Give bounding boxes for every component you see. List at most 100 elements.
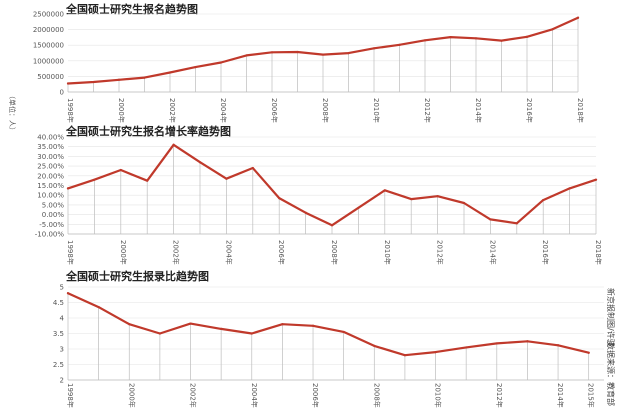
- series-line: [66, 292, 590, 357]
- y-tick-label: 500000: [37, 73, 64, 81]
- data-point: [403, 354, 407, 357]
- credit-designer: 新京报制图/许骁: [606, 288, 616, 347]
- data-point: [225, 177, 228, 180]
- data-point: [97, 306, 100, 309]
- data-point: [146, 179, 149, 182]
- data-point: [219, 61, 223, 64]
- admission-ratio-chart: 全国硕士研究生报录比趋势图 2 2.5 3 3.5 4 4.5 5 1998年 2000年 2002…: [53, 269, 604, 408]
- data-point: [515, 222, 518, 225]
- x-tick-label: 1998年: [66, 383, 75, 408]
- data-point: [250, 332, 253, 335]
- data-point: [551, 28, 554, 31]
- data-point: [158, 332, 161, 335]
- registration-chart: 全国硕士研究生报名趋势图 0 500000 1000000 1500000 2000000…: [8, 2, 585, 134]
- y-tick-label: 3.5: [53, 330, 64, 338]
- data-point: [143, 76, 146, 79]
- data-point: [410, 197, 413, 201]
- data-point: [434, 351, 437, 354]
- data-point: [398, 43, 401, 46]
- data-point: [500, 39, 503, 42]
- x-tick-label: 2002年: [189, 383, 198, 408]
- x-tick-label: 2006年: [311, 383, 320, 408]
- y-tick-label: 2000000: [33, 26, 64, 34]
- data-point: [462, 201, 466, 205]
- data-point: [311, 324, 315, 327]
- data-point: [373, 344, 376, 347]
- y-tick-label: 1000000: [33, 57, 64, 65]
- data-point: [189, 322, 192, 325]
- y-tick-label: 35.00%: [37, 143, 64, 151]
- data-point: [92, 80, 95, 84]
- x-tick-label: 2006年: [277, 240, 286, 265]
- y-tick-label: 30.00%: [37, 153, 64, 161]
- x-tick-label: 2018年: [594, 240, 603, 265]
- y-tick-label: 0.00%: [42, 211, 65, 219]
- y-tick-label: 10.00%: [37, 192, 64, 200]
- data-point: [495, 342, 498, 345]
- data-point: [383, 189, 386, 192]
- y-tick-label: 5: [60, 284, 64, 292]
- data-point: [449, 35, 452, 39]
- x-tick-label: 2004年: [250, 383, 259, 408]
- x-tick-label: 2015年: [587, 383, 596, 408]
- y-tick-label: 5.00%: [42, 201, 65, 209]
- data-point: [296, 50, 299, 54]
- data-point: [66, 82, 70, 85]
- x-tick-label: 1998年: [66, 98, 75, 123]
- data-point: [465, 346, 468, 349]
- x-tick-label: 2014年: [556, 383, 565, 408]
- y-tick-label: -10.00%: [35, 231, 65, 239]
- data-point: [556, 344, 560, 347]
- data-point: [270, 51, 274, 54]
- y-tick-label: 20.00%: [37, 172, 64, 180]
- y-tick-label: 15.00%: [37, 182, 64, 190]
- x-tick-label: 2006年: [270, 98, 279, 123]
- data-point: [576, 16, 580, 19]
- x-tick-label: 2014年: [488, 240, 497, 265]
- data-point: [489, 218, 492, 221]
- x-tick-label: 2010年: [383, 240, 392, 265]
- data-point: [587, 351, 590, 354]
- x-tick-label: 2002年: [168, 98, 177, 123]
- x-tick-label: 2000年: [119, 240, 128, 265]
- data-point: [423, 39, 427, 42]
- data-point: [194, 66, 197, 69]
- data-point: [198, 161, 202, 164]
- x-tick-label: 2008年: [321, 98, 330, 123]
- y-tick-label: 4: [60, 315, 65, 323]
- data-point: [542, 198, 545, 202]
- x-tick-label: 2016年: [525, 98, 534, 123]
- chart-title: 全国硕士研究生报录比趋势图: [65, 269, 209, 283]
- y-tick-label: 25.00%: [37, 163, 64, 171]
- data-point: [117, 78, 121, 81]
- data-point: [278, 197, 281, 200]
- chart-title: 全国硕士研究生报名趋势图: [65, 2, 198, 16]
- x-tick-label: 2000年: [117, 98, 126, 123]
- data-point: [93, 178, 96, 181]
- data-point: [372, 47, 376, 50]
- y-tick-label: 40.00%: [37, 134, 64, 142]
- data-point: [525, 35, 529, 38]
- data-point: [436, 195, 439, 198]
- data-point: [172, 143, 175, 146]
- data-point: [245, 54, 248, 57]
- x-tick-label: 2008年: [330, 240, 339, 265]
- growth-rate-chart: 全国硕士研究生报名增长率趋势图 -10.00% -5.00% 0.00% 5.00%10…: [35, 124, 603, 265]
- data-point: [342, 330, 345, 334]
- data-point: [526, 340, 529, 343]
- data-point: [347, 52, 350, 55]
- y-tick-label: -5.00%: [39, 221, 64, 229]
- data-point: [66, 187, 70, 190]
- x-tick-label: 2004年: [219, 98, 228, 123]
- y-tick-label: 2: [60, 377, 64, 385]
- x-tick-label: 2016年: [541, 240, 550, 265]
- x-tick-label: 2018年: [576, 98, 585, 123]
- y-tick-label: 3: [60, 346, 64, 354]
- x-tick-label: 2012年: [423, 98, 432, 123]
- data-point: [128, 323, 131, 326]
- data-point: [304, 211, 307, 214]
- data-point: [321, 53, 325, 56]
- x-tick-label: 2012年: [436, 240, 445, 265]
- data-point: [119, 168, 122, 172]
